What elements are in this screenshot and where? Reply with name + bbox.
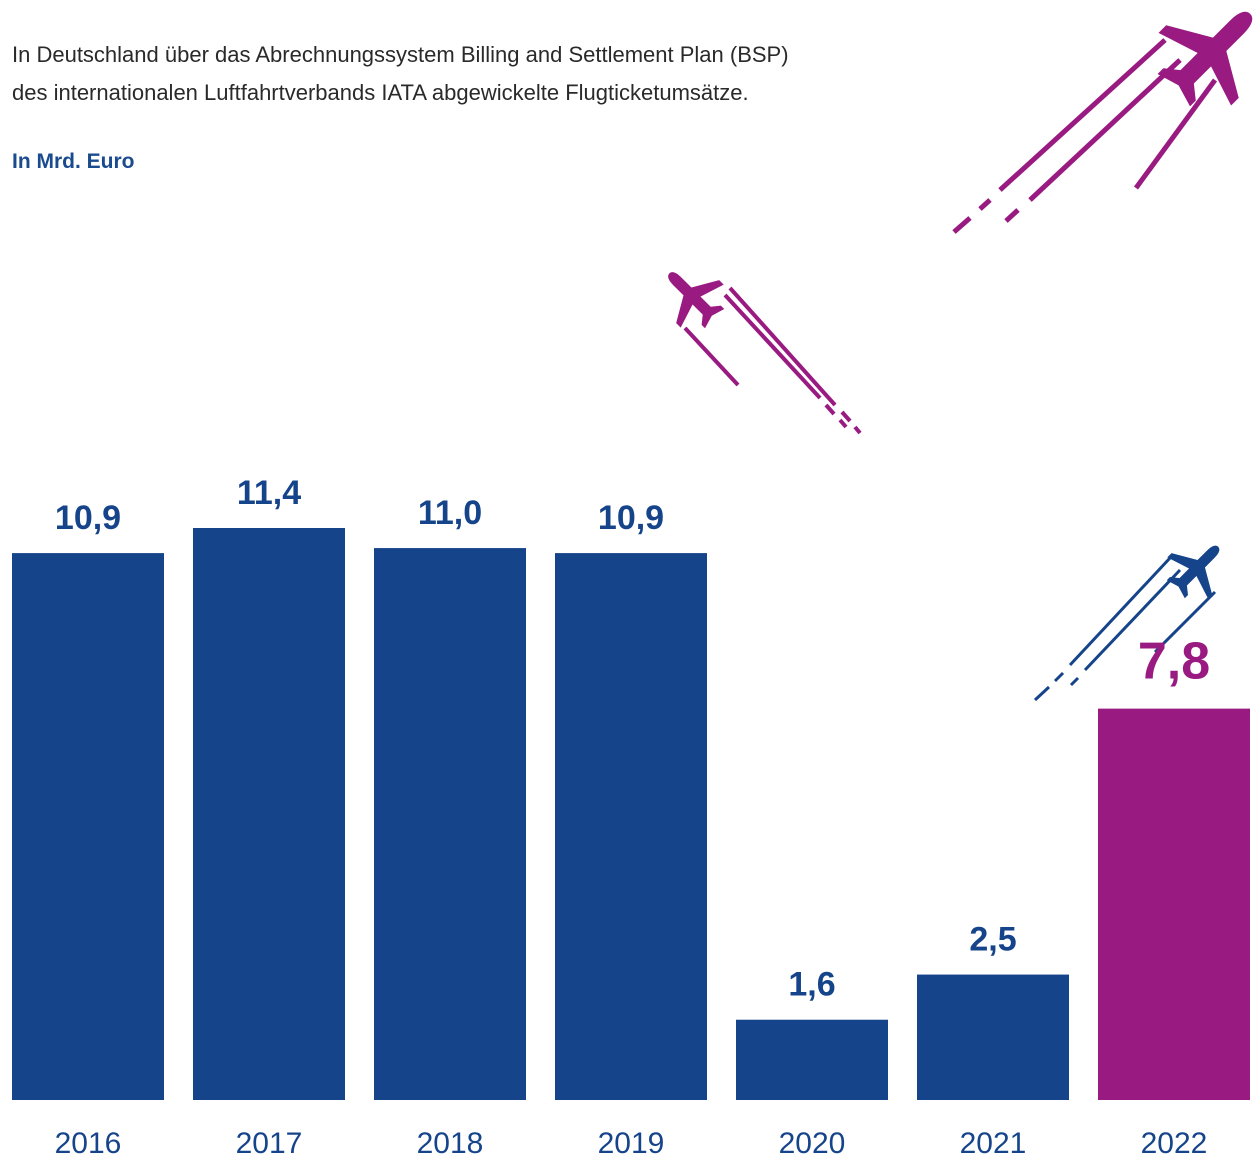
bar-2017 <box>193 528 345 1100</box>
bar-2016 <box>12 553 164 1100</box>
bar-2020 <box>736 1019 888 1100</box>
unit-label: In Mrd. Euro <box>12 150 135 173</box>
value-label-2022: 7,8 <box>1138 633 1210 691</box>
airplane-icon <box>668 272 725 329</box>
airplane-icon <box>1166 545 1220 599</box>
bar-2018 <box>374 548 526 1100</box>
value-label-2021: 2,5 <box>969 921 1016 959</box>
value-label-2020: 1,6 <box>788 966 835 1004</box>
bar-2022 <box>1098 708 1250 1100</box>
airplane-large-decoration <box>952 11 1253 234</box>
x-tick-label-2020: 2020 <box>779 1127 846 1160</box>
value-label-2019: 10,9 <box>598 499 664 537</box>
value-label-2016: 10,9 <box>55 499 121 537</box>
bar-2021 <box>917 974 1069 1100</box>
x-tick-label-2017: 2017 <box>236 1127 303 1160</box>
x-tick-label-2016: 2016 <box>55 1127 122 1160</box>
description-line-1: In Deutschland über das Abrechnungssyste… <box>12 42 789 67</box>
x-tick-label-2019: 2019 <box>598 1127 665 1160</box>
airplane-blue-decoration <box>1033 545 1220 702</box>
value-label-2017: 11,4 <box>237 474 301 512</box>
chart-description: In Deutschland über das Abrechnungssyste… <box>12 36 912 112</box>
x-tick-label-2018: 2018 <box>417 1127 484 1160</box>
value-label-2018: 11,0 <box>418 494 482 532</box>
airplane-icon <box>1157 11 1253 107</box>
x-tick-label-2021: 2021 <box>960 1127 1027 1160</box>
description-line-2: des internationalen Luftfahrtverbands IA… <box>12 80 749 105</box>
x-tick-label-2022: 2022 <box>1141 1127 1208 1160</box>
bar-2019 <box>555 553 707 1100</box>
airplane-small-decoration <box>668 272 862 435</box>
